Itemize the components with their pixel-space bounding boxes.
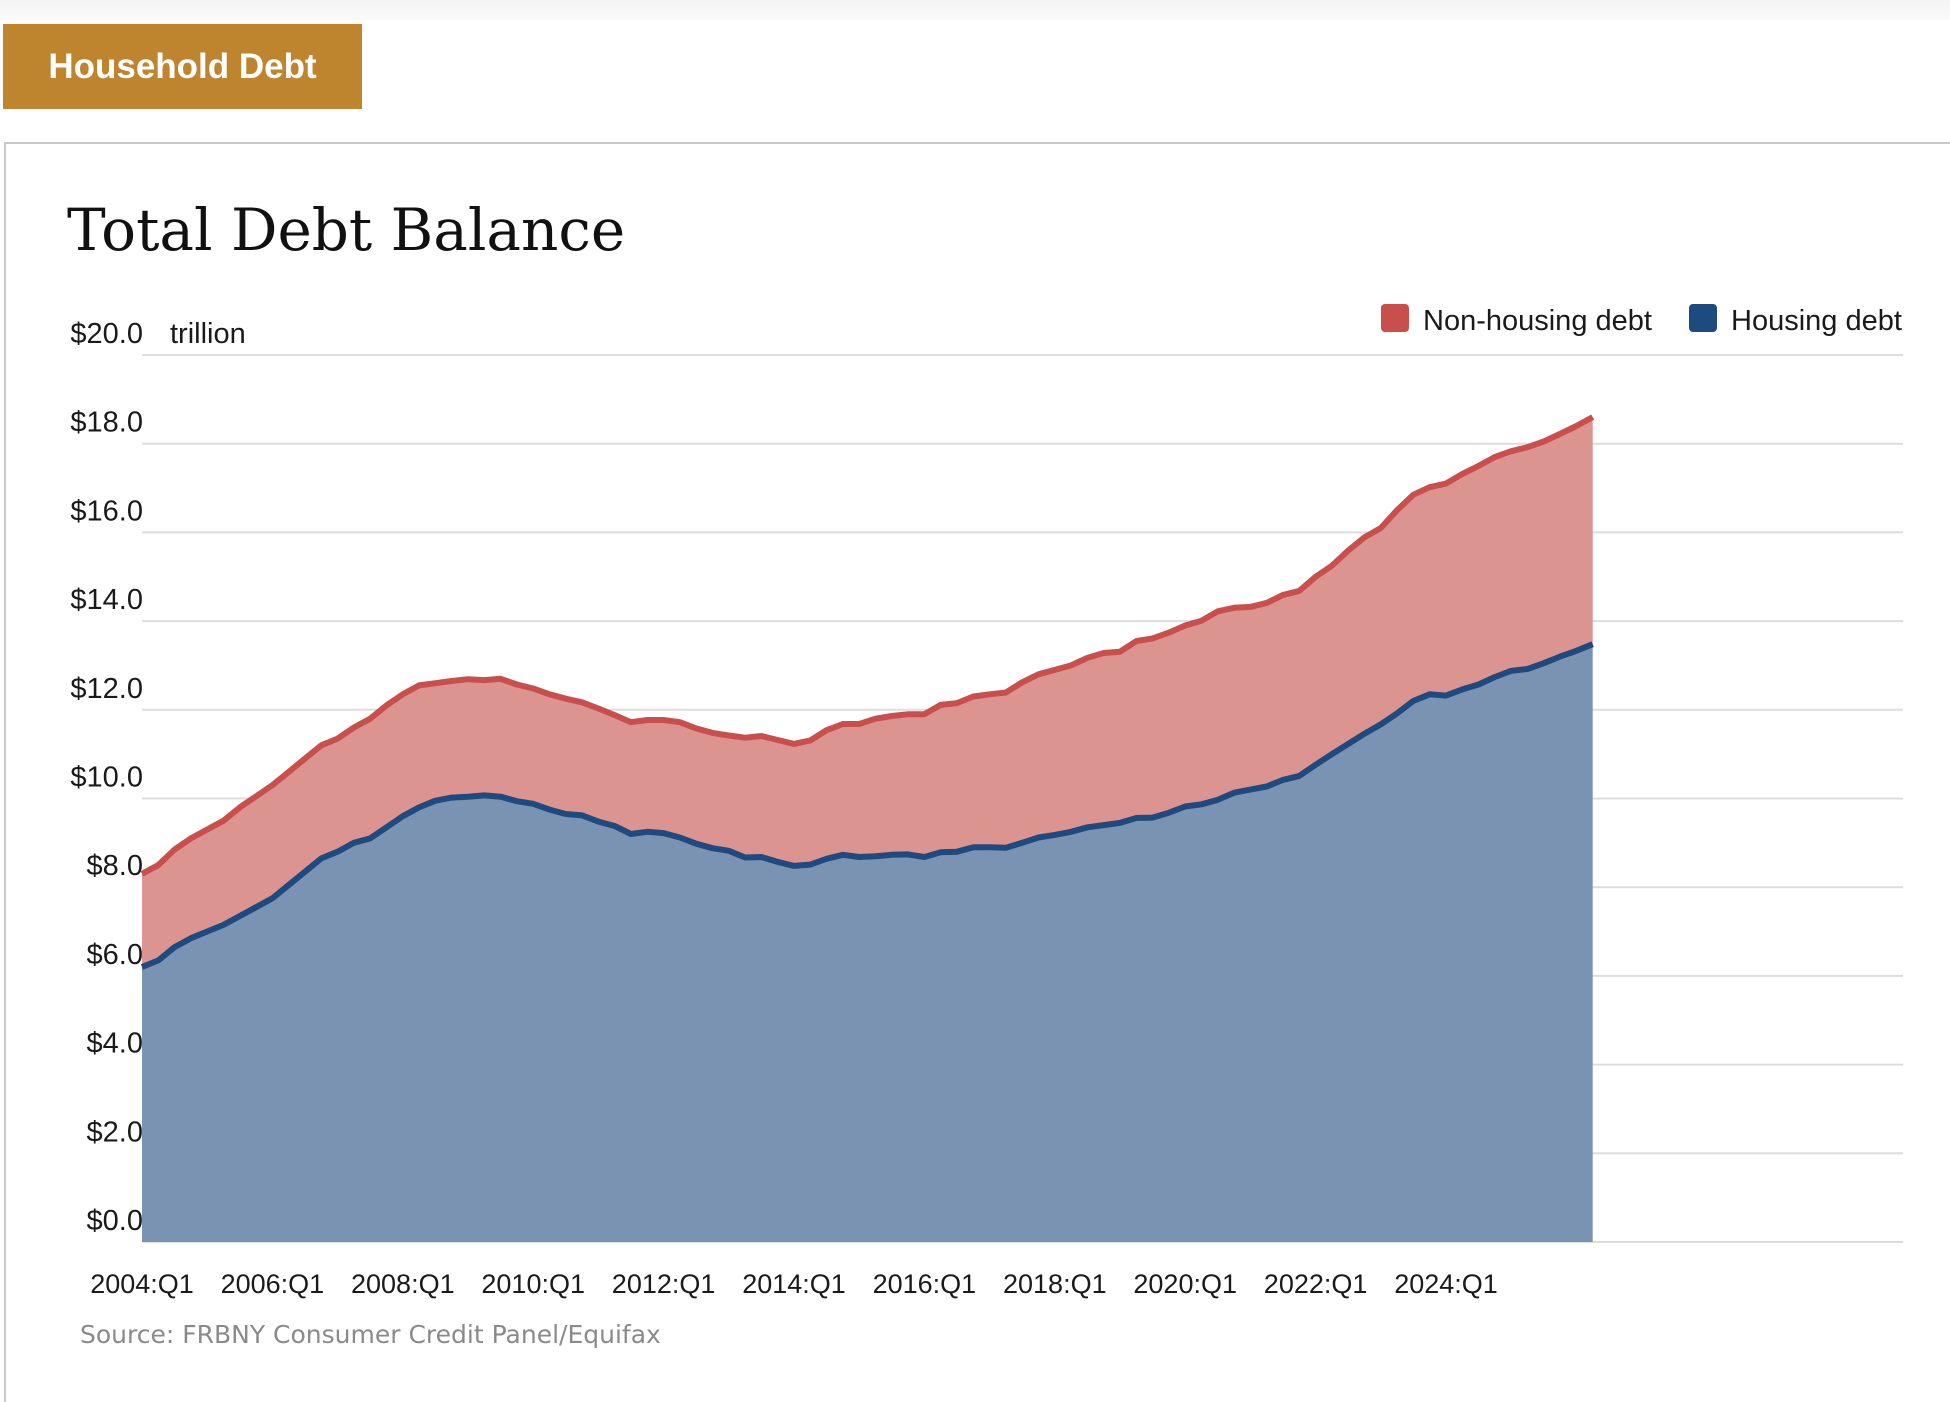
x-tick-label-7: 2018:Q1 [1003, 1269, 1107, 1299]
y-axis: $0.0 $2.0 $4.0 $6.0 $8.0 $10.0 $12.0 $14.0 $16.0… [70, 318, 143, 1237]
legend-swatch-1 [1689, 304, 1717, 332]
stacked-areas [142, 417, 1593, 1242]
y-tick-label-5: $10.0 [70, 762, 143, 794]
x-tick-label-1: 2006:Q1 [221, 1269, 325, 1299]
x-tick-label-10: 2024:Q1 [1394, 1269, 1498, 1299]
series-lines [140, 414, 1595, 970]
household-debt-tab[interactable]: Household Debt [3, 24, 362, 109]
housing-debt-line [140, 641, 1594, 970]
x-tick-label-0: 2004:Q1 [90, 1269, 194, 1299]
top-band [0, 0, 1950, 20]
y-tick-label-0: $0.0 [87, 1205, 143, 1237]
y-tick-label-9: $18.0 [70, 407, 143, 439]
x-tick-label-2: 2008:Q1 [351, 1269, 455, 1299]
y-axis-unit-label: trillion [170, 318, 246, 350]
y-tick-label-2: $4.0 [87, 1028, 143, 1060]
x-tick-label-8: 2020:Q1 [1133, 1269, 1237, 1299]
y-tick-label-8: $16.0 [70, 495, 143, 527]
x-tick-label-5: 2014:Q1 [742, 1269, 846, 1299]
legend: Non-housing debt Housing debt [1381, 304, 1902, 337]
x-tick-label-9: 2022:Q1 [1264, 1269, 1368, 1299]
y-tick-label-4: $8.0 [87, 850, 143, 882]
legend-label-1[interactable]: Housing debt [1731, 305, 1902, 337]
legend-swatch-0 [1381, 304, 1409, 332]
source-note: Source: FRBNY Consumer Credit Panel/Equi… [80, 1320, 661, 1349]
chart-panel [4, 142, 1950, 1402]
x-axis: 2004:Q1 2006:Q1 2008:Q1 2010:Q1 2012:Q1 2014:… [90, 1269, 1498, 1299]
x-tick-label-4: 2012:Q1 [612, 1269, 716, 1299]
x-tick-label-3: 2010:Q1 [481, 1269, 585, 1299]
y-tick-label-7: $14.0 [70, 584, 143, 616]
legend-label-0[interactable]: Non-housing debt [1423, 305, 1652, 337]
y-tick-label-3: $6.0 [87, 939, 143, 971]
y-tick-label-6: $12.0 [70, 673, 143, 705]
y-tick-label-1: $2.0 [87, 1116, 143, 1148]
x-tick-label-6: 2016:Q1 [873, 1269, 977, 1299]
chart-title: Total Debt Balance [67, 196, 626, 264]
non-housing-debt-area [142, 417, 1593, 968]
housing-debt-area [142, 644, 1593, 1242]
non-housing-debt-line [140, 414, 1595, 877]
y-tick-label-10: $20.0 [70, 318, 143, 350]
